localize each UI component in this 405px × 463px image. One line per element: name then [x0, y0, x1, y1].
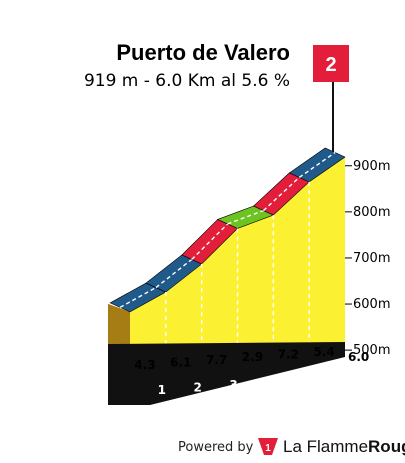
gradient-label-5: 7.2 [278, 348, 299, 362]
gradient-label-4: 2.9 [242, 350, 263, 364]
category-badge [313, 45, 349, 82]
brand-logo-icon: 1 [258, 438, 278, 455]
km-tick-label-5: 5 [301, 373, 309, 387]
km-tick-label-2: 2 [193, 381, 201, 395]
altitude-tick-label-900: 900m [353, 159, 390, 174]
km-tick-label-4: 4 [265, 376, 273, 390]
category-badge-label: 2 [325, 54, 336, 76]
profile-base [108, 342, 345, 405]
altitude-tick-label-500: 500m [353, 343, 390, 358]
km-tick-label-3: 3 [229, 378, 237, 392]
brand-name: La FlammeRouge [283, 437, 405, 456]
profile-side-face [108, 303, 130, 352]
brand-name-part1: La Flamme [283, 437, 368, 456]
profile-segment-centerline-6 [298, 151, 336, 178]
gradient-label-2: 6.1 [170, 355, 191, 369]
brand-logo-digit: 1 [265, 443, 271, 454]
brand-name-part2: Rouge [368, 437, 405, 456]
gradient-label-6: 5.4 [313, 345, 334, 359]
altitude-tick-label-600: 600m [353, 297, 390, 312]
altitude-tick-label-800: 800m [353, 205, 390, 220]
chart-subtitle: 919 m - 6.0 Km al 5.6 % [84, 71, 290, 91]
gradient-label-3: 7.7 [206, 353, 227, 367]
profile-segment-centerline-2 [155, 258, 193, 289]
chart-title: Puerto de Valero [116, 40, 290, 65]
gradient-label-1: 4.3 [134, 358, 155, 372]
total-distance-label: 6.0 [348, 350, 369, 364]
profile-segment-centerline-4 [227, 209, 264, 225]
km-tick-label-1: 1 [158, 383, 166, 397]
profile-segment-centerline-3 [191, 223, 229, 260]
powered-by-text: Powered by [178, 440, 254, 455]
profile-segment-centerline-5 [262, 176, 300, 212]
altitude-tick-label-700: 700m [353, 251, 390, 266]
